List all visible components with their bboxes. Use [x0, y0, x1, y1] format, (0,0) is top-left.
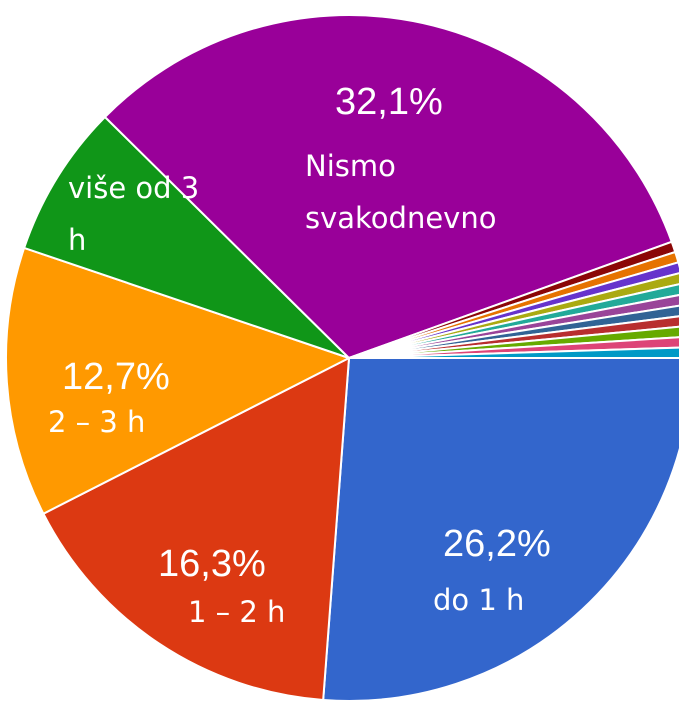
data-label: 26,2%	[443, 523, 551, 565]
slice-label: više od 3 h	[68, 171, 200, 257]
data-label: 32,1%	[335, 81, 443, 123]
pie-slice	[348, 315, 679, 359]
pie-slice	[348, 325, 679, 359]
slice-label: 2 – 3 h	[48, 405, 146, 439]
pie-slice	[348, 304, 679, 359]
pie-slice	[42, 356, 351, 701]
slice-label: Nismo svakodnevno	[305, 149, 497, 235]
pie-slice	[322, 357, 679, 701]
data-label: 12,7%	[62, 356, 170, 398]
slice-label: do 1 h	[433, 583, 525, 617]
data-label: 16,3%	[158, 543, 266, 585]
slice-label: 1 – 2 h	[188, 595, 286, 629]
pie-slice	[348, 261, 679, 359]
pie-slice	[5, 246, 352, 516]
pie-slice	[22, 115, 350, 359]
pie-slice	[103, 14, 674, 360]
pie-slice	[348, 336, 679, 359]
pie-slice	[348, 283, 679, 359]
pie-slice	[348, 346, 679, 359]
